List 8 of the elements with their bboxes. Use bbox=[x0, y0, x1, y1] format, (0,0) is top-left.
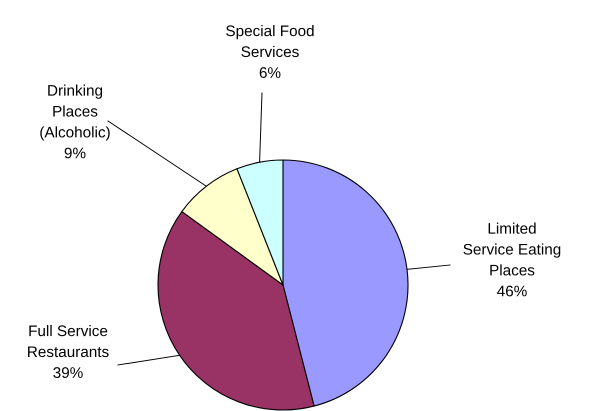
data-label: 39% bbox=[53, 367, 83, 378]
slice-label: Drinking Places (Alcoholic) bbox=[40, 84, 110, 141]
data-label: 46% bbox=[497, 286, 527, 296]
slice-label: Special Food Services bbox=[226, 24, 314, 58]
slice-label: Full Service Restaurants bbox=[28, 324, 109, 358]
slice-label: Limited Service Eating Places bbox=[463, 222, 560, 276]
data-label: 9% bbox=[64, 148, 86, 158]
data-label: 6% bbox=[260, 67, 280, 78]
